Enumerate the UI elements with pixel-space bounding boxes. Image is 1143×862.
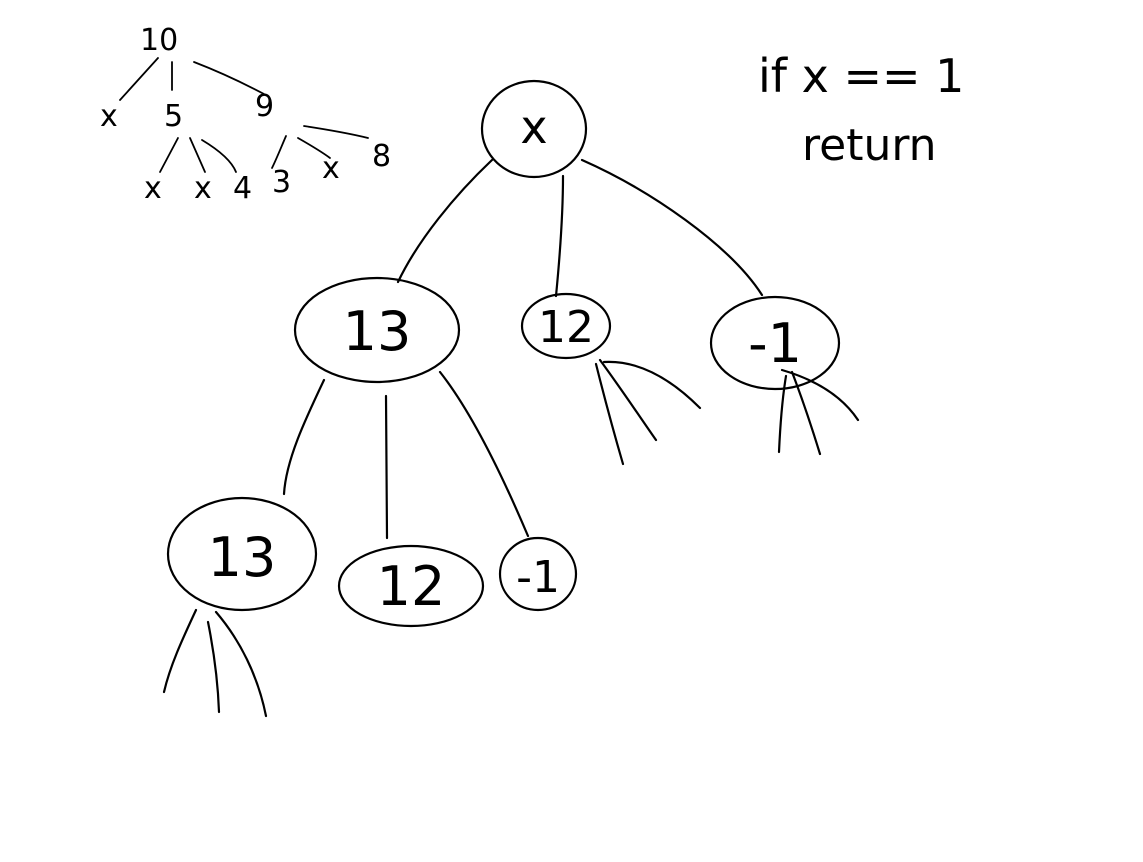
level2-node-13 bbox=[166, 496, 318, 612]
tree-edge bbox=[580, 158, 764, 297]
small-tree-leaf: x bbox=[322, 151, 340, 186]
small-edge bbox=[271, 135, 287, 169]
small-edge bbox=[201, 139, 237, 173]
root-node-label: x bbox=[520, 100, 547, 154]
dangling-edge bbox=[790, 370, 822, 456]
tree-edge bbox=[282, 378, 326, 496]
dangling-edge bbox=[777, 374, 788, 454]
small-tree-leaf: 4 bbox=[233, 171, 252, 206]
small-tree-child: x bbox=[100, 99, 118, 134]
tree-edge bbox=[554, 174, 565, 298]
note-line-2: return bbox=[802, 120, 937, 171]
small-tree-child: 5 bbox=[164, 99, 183, 134]
small-edge bbox=[297, 137, 331, 159]
level2-node-12 bbox=[337, 544, 485, 628]
small-edge bbox=[159, 137, 179, 173]
dangling-edge bbox=[162, 608, 198, 694]
level1-node-13-label: 13 bbox=[343, 300, 412, 363]
root-node bbox=[480, 79, 588, 179]
main-tree: x 13 12 -1 13 12 -1 bbox=[162, 79, 860, 718]
small-edge bbox=[189, 137, 206, 173]
level1-node-12-label: 12 bbox=[538, 302, 594, 353]
tree-edge bbox=[438, 370, 530, 538]
small-tree: 10 x 5 9 x x 4 3 x 8 bbox=[100, 23, 391, 206]
level1-node-minus1-label: -1 bbox=[748, 312, 802, 375]
dangling-edge bbox=[214, 610, 268, 718]
level2-node-13-label: 13 bbox=[208, 526, 277, 589]
dangling-edge bbox=[780, 368, 860, 422]
small-edge bbox=[193, 61, 265, 95]
small-edge bbox=[119, 57, 159, 101]
small-tree-leaf: 3 bbox=[272, 165, 291, 200]
tree-edge bbox=[384, 394, 389, 540]
dangling-edge bbox=[602, 360, 702, 410]
condition-note: if x == 1 return bbox=[758, 49, 964, 171]
level2-node-minus1 bbox=[498, 536, 578, 612]
tree-edge bbox=[396, 158, 494, 284]
level1-node-minus1 bbox=[709, 295, 841, 391]
small-tree-leaf: x bbox=[194, 171, 212, 206]
level2-node-12-label: 12 bbox=[377, 555, 446, 618]
dangling-edge bbox=[598, 358, 658, 442]
note-line-1: if x == 1 bbox=[758, 49, 964, 103]
dangling-edge bbox=[206, 620, 221, 714]
small-tree-child: 9 bbox=[255, 89, 274, 124]
dangling-edge bbox=[594, 362, 625, 466]
level1-node-12 bbox=[520, 292, 612, 360]
level1-node-13 bbox=[293, 276, 461, 384]
small-tree-leaf: x bbox=[144, 171, 162, 206]
small-tree-root: 10 bbox=[140, 23, 178, 58]
small-tree-leaf: 8 bbox=[372, 139, 391, 174]
small-edge bbox=[303, 125, 369, 139]
level2-node-minus1-label: -1 bbox=[516, 552, 560, 603]
